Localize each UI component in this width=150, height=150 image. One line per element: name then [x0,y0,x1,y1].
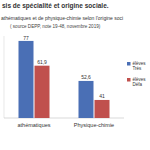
legend-label: élèvesTrès [133,61,147,71]
category-label: Physique-chimie [74,122,114,128]
chart: sis de spécialité et origine sociale. ath… [0,0,150,150]
bar [79,81,94,118]
background [0,0,150,150]
subtitle: athématiques et de physique-chimie selon… [1,15,123,21]
legend-swatch [127,62,131,66]
y-axis-line [4,36,5,118]
title: sis de spécialité et origine sociale. [2,2,109,10]
category-label: athématiques [17,122,50,128]
chart-root: sis de spécialité et origine sociale. ath… [0,0,150,150]
data-label: 77 [23,35,29,41]
legend-swatch [127,78,131,82]
bar [19,41,34,118]
legend-label: élèvesDéfa [133,77,147,87]
legend-label-line: Très [133,66,143,71]
legend-label-line: Défa [133,82,143,87]
annotation: ( source DEPP, note 19-48, novembre 2019… [10,24,101,29]
data-label: 41 [99,93,105,99]
data-label: 52,6 [81,74,91,80]
data-label: 61,9 [37,59,47,65]
bar [95,100,110,118]
bar [35,66,50,118]
bars [19,41,110,118]
